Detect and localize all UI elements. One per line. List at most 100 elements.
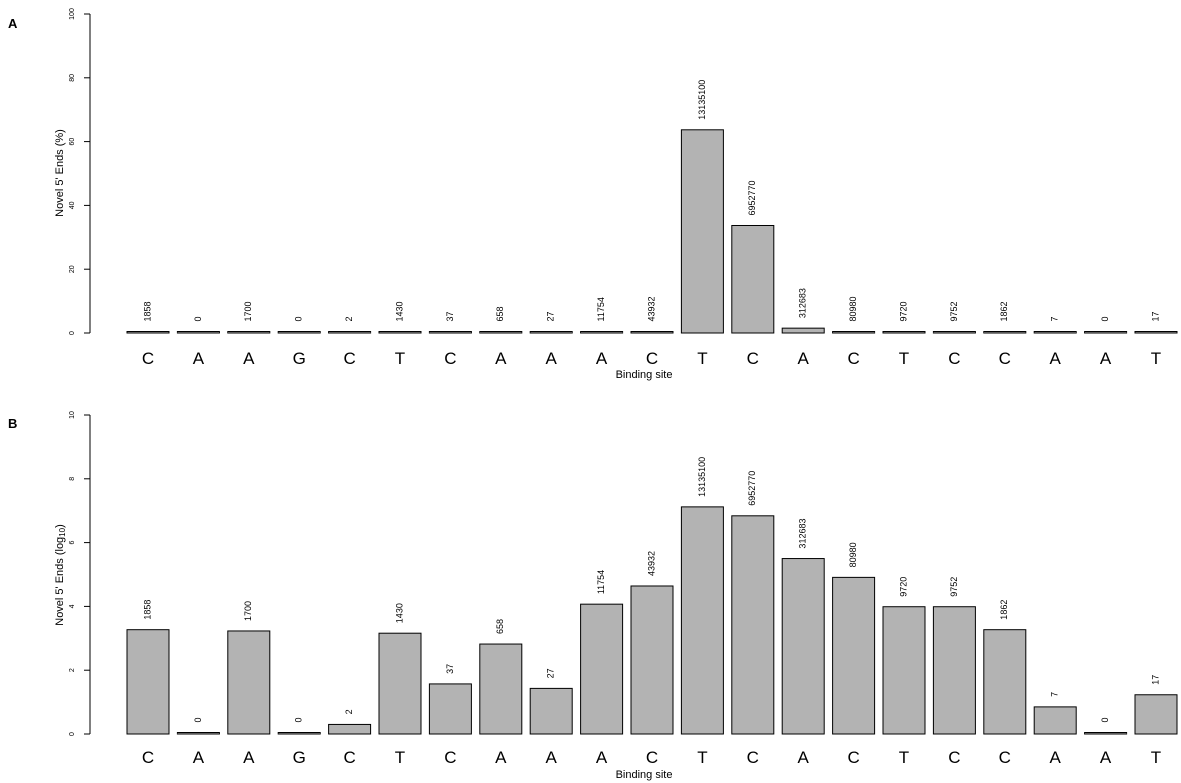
y-tick-label: 20: [69, 265, 76, 273]
count-label: 17: [1150, 311, 1160, 321]
bar: [479, 331, 523, 334]
count-label: 658: [495, 619, 505, 634]
category-label: C: [847, 748, 859, 767]
x-axis-title-b: Binding site: [616, 769, 673, 781]
count-label: 0: [1100, 717, 1110, 722]
count-label: 7: [1050, 692, 1060, 697]
category-label: C: [948, 748, 960, 767]
count-label: 2: [344, 316, 354, 321]
bar: [1033, 706, 1077, 735]
category-label: T: [395, 748, 405, 767]
category-label: T: [899, 349, 909, 368]
count-labels-b: 1858 0 1700 0 2 1430 37 658 27 11754 43932 13135100…: [142, 457, 1160, 723]
bars-b: [126, 506, 1178, 735]
bar: [277, 331, 321, 334]
bar: [479, 643, 523, 735]
count-label: 1858: [142, 301, 152, 321]
bar: [580, 603, 624, 735]
count-label: 11754: [596, 297, 606, 321]
category-label: C: [747, 349, 759, 368]
y-axis-title-a: Novel 5' Ends (%): [54, 129, 66, 217]
bar: [630, 331, 674, 334]
bar: [227, 331, 271, 334]
category-label: C: [444, 349, 456, 368]
category-label: C: [999, 349, 1011, 368]
y-tick-label: 100: [69, 8, 76, 20]
category-label: G: [293, 349, 306, 368]
category-label: C: [444, 748, 456, 767]
category-label: C: [948, 349, 960, 368]
count-label: 80980: [848, 542, 858, 567]
category-label: A: [596, 748, 608, 767]
y-tick-label: 10: [69, 411, 76, 419]
count-label: 0: [1100, 316, 1110, 321]
bar: [176, 331, 220, 334]
category-label: C: [847, 349, 859, 368]
count-label: 658: [495, 306, 505, 321]
count-label: 6952770: [747, 471, 757, 506]
y-tick-label: 0: [69, 732, 76, 736]
bar: [932, 331, 976, 334]
panel-label-b: B: [8, 416, 17, 431]
count-label: 9720: [898, 301, 908, 321]
bar: [277, 732, 321, 735]
category-label: C: [646, 349, 658, 368]
bar: [680, 129, 724, 334]
category-label: C: [343, 349, 355, 368]
bar: [428, 683, 472, 735]
category-label: A: [193, 748, 205, 767]
count-label: 6952770: [747, 180, 757, 215]
count-label: 37: [445, 664, 455, 674]
bar: [580, 331, 624, 334]
bar: [781, 558, 825, 735]
count-label: 0: [193, 316, 203, 321]
count-label: 13135100: [697, 80, 707, 120]
category-label: T: [899, 748, 909, 767]
y-tick-label: 6: [69, 541, 76, 545]
count-label: 43932: [646, 551, 656, 576]
category-label: T: [1151, 748, 1161, 767]
y-tick-label: 80: [69, 74, 76, 82]
bar: [428, 331, 472, 334]
y-tick-label: 2: [69, 668, 76, 672]
count-label: 312683: [798, 288, 808, 318]
panel-label-a: A: [8, 16, 18, 31]
bar: [630, 585, 674, 735]
count-label: 80980: [848, 296, 858, 321]
bars-a: [126, 129, 1178, 334]
bar: [1134, 694, 1178, 735]
bar: [176, 732, 220, 735]
category-label: C: [646, 748, 658, 767]
y-axis-title-b-main: Novel 5' Ends (log: [54, 537, 66, 626]
bar: [680, 506, 724, 735]
bar: [529, 687, 573, 735]
count-label: 37: [445, 311, 455, 321]
bar: [1134, 331, 1178, 334]
category-label: C: [747, 748, 759, 767]
count-label: 9752: [949, 301, 959, 321]
count-label: 1700: [243, 301, 253, 321]
count-label: 312683: [798, 519, 808, 549]
bar: [983, 629, 1027, 735]
category-label: A: [1100, 748, 1112, 767]
y-axis-title-b: Novel 5' Ends (log10): [54, 524, 67, 626]
count-label: 27: [546, 668, 556, 678]
category-label: A: [596, 349, 608, 368]
y-axis-title-b-sub: 10: [58, 527, 67, 536]
category-label: A: [798, 748, 810, 767]
count-label: 1862: [999, 600, 1009, 620]
category-label: G: [293, 748, 306, 767]
bar: [1033, 331, 1077, 334]
y-tick-label: 60: [69, 138, 76, 146]
bar: [731, 515, 775, 735]
category-label: A: [243, 748, 255, 767]
y-ticks-a: 0 20 40 60 80 100: [69, 8, 90, 335]
category-label: A: [1050, 748, 1062, 767]
count-labels-a: 1858 0 1700 0 2 1430 37 658 27 11754 43932 13135100…: [142, 80, 1160, 322]
count-label: 1858: [142, 600, 152, 620]
bar: [1084, 331, 1128, 334]
bar: [126, 331, 170, 334]
y-axis-title-b-close: ): [54, 524, 66, 528]
y-tick-label: 4: [69, 604, 76, 608]
